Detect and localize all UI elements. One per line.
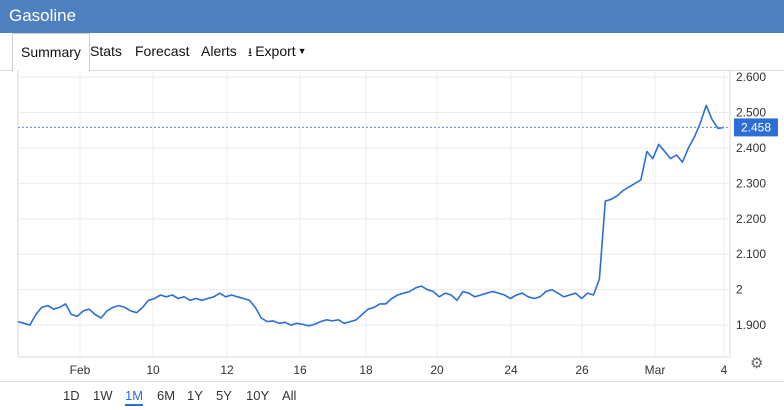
y-tick-label: 2.600 <box>736 70 766 84</box>
tab-forecast-label: Forecast <box>135 43 190 59</box>
y-tick-label: 1.900 <box>736 318 766 332</box>
tab-summary-label: Summary <box>21 44 81 60</box>
tab-forecast[interactable]: Forecast <box>135 33 189 70</box>
x-tick-label: Feb <box>70 363 91 377</box>
range-selector: 1D 1W 1M 6M 1Y 5Y 10Y All <box>0 381 784 410</box>
tab-bar: Summary Stats Forecast Alerts ⭳ Export ▼ <box>0 33 784 72</box>
x-tick-label: Mar <box>645 363 666 377</box>
tab-export-label: Export <box>255 43 296 59</box>
y-tick-label: 2 <box>736 283 743 297</box>
window-titlebar: Gasoline <box>0 0 784 33</box>
last-value-label: 2.458 <box>741 120 771 134</box>
x-tick-label: 20 <box>430 363 444 377</box>
chart-svg: 1.900 2 2.100 2.200 2.300 2.400 2.500 2.600 Feb 1… <box>17 70 778 377</box>
x-tick-label: 16 <box>293 363 307 377</box>
tab-alerts[interactable]: Alerts <box>201 33 237 70</box>
x-tick-label: 24 <box>504 363 518 377</box>
x-tick-label: 10 <box>146 363 160 377</box>
range-10y-button[interactable]: 10Y <box>246 388 270 403</box>
x-tick-label: 4 <box>721 363 728 377</box>
tab-stats[interactable]: Stats <box>90 33 122 70</box>
y-tick-label: 2.500 <box>736 106 766 120</box>
y-tick-label: 2.400 <box>736 141 766 155</box>
tab-stats-label: Stats <box>90 43 122 59</box>
tab-export[interactable]: ⭳ Export ▼ <box>248 33 307 70</box>
tab-alerts-label: Alerts <box>201 43 237 59</box>
window-title: Gasoline <box>9 6 77 25</box>
range-1d-button[interactable]: 1D <box>63 388 80 403</box>
download-icon: ⭳ <box>248 45 253 59</box>
last-value-badge <box>734 118 778 137</box>
range-all-button[interactable]: All <box>282 388 297 403</box>
range-5y-button[interactable]: 5Y <box>216 388 232 403</box>
range-1y-button[interactable]: 1Y <box>187 388 203 403</box>
series-line <box>17 104 725 327</box>
y-tick-label: 2.200 <box>736 212 766 226</box>
gear-icon[interactable]: ⚙ <box>750 355 764 372</box>
y-tick-label: 2.300 <box>736 176 766 190</box>
range-1m-button[interactable]: 1M <box>125 388 144 406</box>
y-tick-label: 2.100 <box>736 247 766 261</box>
x-tick-label: 26 <box>575 363 589 377</box>
price-chart[interactable]: 1.900 2 2.100 2.200 2.300 2.400 2.500 2.600 Feb 1… <box>0 70 784 381</box>
range-1w-button[interactable]: 1W <box>93 388 113 403</box>
x-tick-label: 18 <box>359 363 373 377</box>
range-6m-button[interactable]: 6M <box>157 388 176 403</box>
chevron-down-icon: ▼ <box>297 46 307 56</box>
tab-summary[interactable]: Summary <box>12 33 90 72</box>
x-tick-label: 12 <box>220 363 234 377</box>
